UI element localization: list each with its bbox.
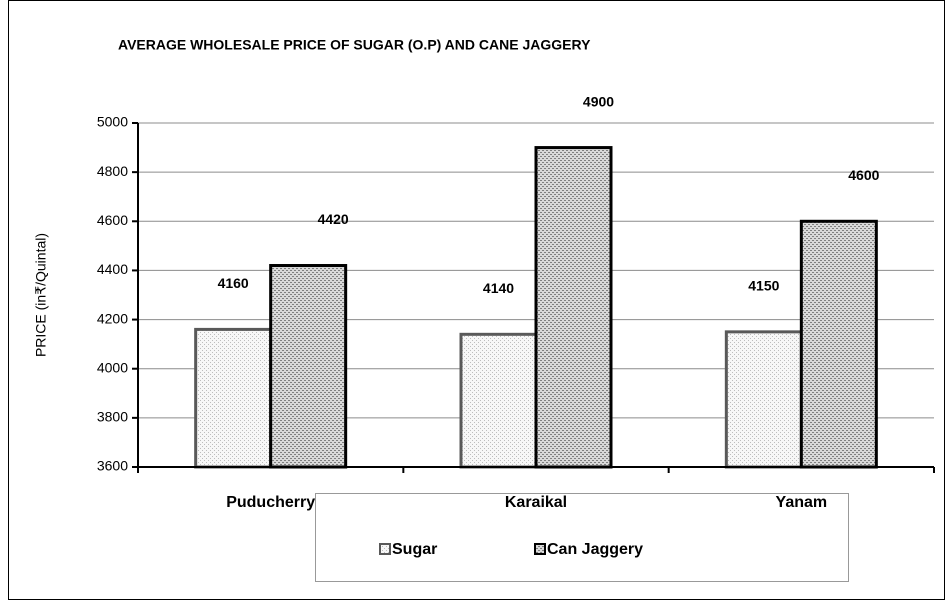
data-label: 4900 xyxy=(583,93,614,109)
data-label: 4600 xyxy=(848,167,879,183)
x-tick-label: Yanam xyxy=(776,494,828,511)
legend-swatch xyxy=(379,543,391,555)
y-tick-label: 3800 xyxy=(97,409,128,425)
legend-label: Sugar xyxy=(392,541,437,558)
bar xyxy=(269,264,348,469)
data-label: 4420 xyxy=(318,211,349,227)
data-label: 4160 xyxy=(218,275,249,291)
data-label: 4150 xyxy=(748,278,779,294)
y-tick-label: 5000 xyxy=(97,114,128,130)
bar xyxy=(799,219,878,469)
bar xyxy=(194,327,273,469)
legend-label: Can Jaggery xyxy=(547,541,643,558)
bar xyxy=(459,332,538,469)
x-tick-label: Puducherry xyxy=(226,494,315,511)
bar xyxy=(534,146,613,469)
y-tick-label: 4200 xyxy=(97,310,128,326)
y-axis-label: PRICE (in₹/Quintal) xyxy=(33,233,49,357)
y-tick-label: 4600 xyxy=(97,212,128,228)
data-label: 4140 xyxy=(483,280,514,296)
legend-swatch xyxy=(534,543,546,555)
y-tick-label: 3600 xyxy=(97,458,128,474)
chart-title: AVERAGE WHOLESALE PRICE OF SUGAR (O.P) A… xyxy=(118,37,591,53)
bar xyxy=(724,330,803,469)
y-tick-label: 4000 xyxy=(97,359,128,375)
y-tick-label: 4400 xyxy=(97,261,128,277)
legend-box xyxy=(315,493,849,582)
x-tick-label: Karaikal xyxy=(505,494,567,511)
y-tick-label: 4800 xyxy=(97,163,128,179)
